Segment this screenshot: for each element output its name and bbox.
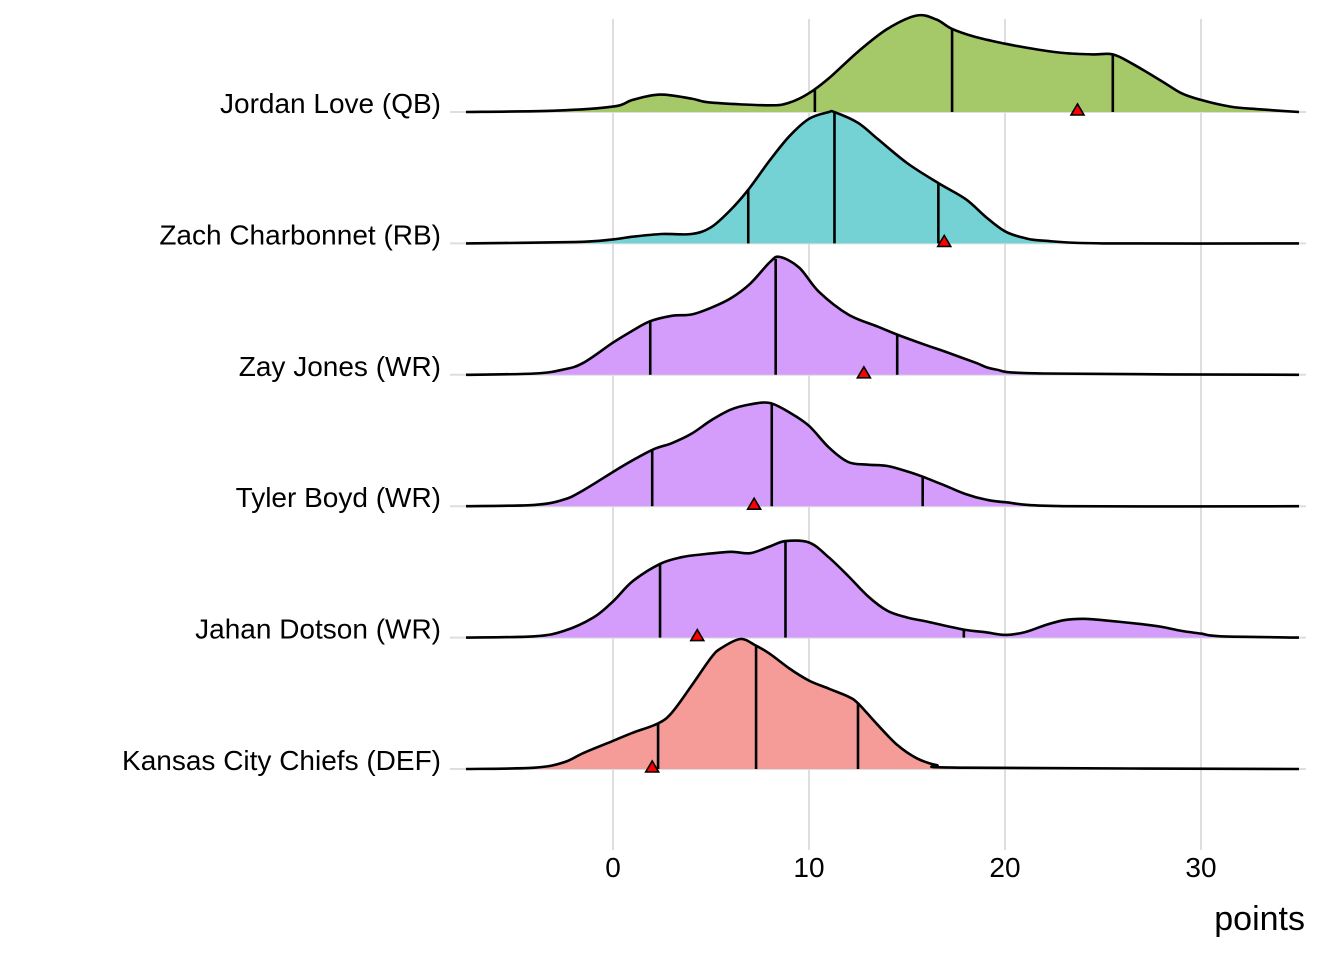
actual-points-marker bbox=[746, 496, 763, 511]
ridge-zay-jones-wr bbox=[450, 255, 1306, 379]
density-outline bbox=[465, 401, 1300, 508]
ridges bbox=[450, 13, 1306, 773]
density-area bbox=[466, 256, 1299, 375]
density-outline bbox=[465, 13, 1300, 114]
density-area bbox=[466, 15, 1299, 112]
actual-points-marker bbox=[936, 233, 953, 248]
density-area bbox=[466, 110, 1299, 244]
ridge-zach-charbonnet-rb bbox=[450, 109, 1306, 248]
actual-points-marker bbox=[644, 759, 661, 773]
actual-points-marker bbox=[855, 365, 872, 379]
ridge-tyler-boyd-wr bbox=[450, 401, 1306, 511]
density-area bbox=[466, 402, 1299, 507]
density-area bbox=[466, 540, 1299, 638]
y-axis-label: Tyler Boyd (WR) bbox=[236, 482, 441, 513]
y-axis-label: Zach Charbonnet (RB) bbox=[159, 219, 441, 250]
ridge-kansas-city-chiefs-def bbox=[450, 637, 1306, 773]
x-tick-label: 0 bbox=[605, 852, 621, 883]
actual-points-marker bbox=[1069, 102, 1086, 116]
density-outline bbox=[465, 637, 1300, 771]
density-outline bbox=[465, 255, 1300, 377]
y-axis-labels: Jordan Love (QB) Zach Charbonnet (RB) Zay … bbox=[122, 88, 441, 776]
y-axis-label: Jordan Love (QB) bbox=[220, 88, 441, 119]
x-tick-label: 30 bbox=[1185, 852, 1216, 883]
ridge-jordan-love-qb bbox=[450, 13, 1306, 116]
x-axis-ticks: 0 10 20 30 bbox=[605, 852, 1216, 883]
density-area bbox=[466, 638, 1299, 769]
x-axis-title: points bbox=[1214, 900, 1305, 938]
actual-points-marker bbox=[689, 628, 706, 642]
density-outline bbox=[465, 539, 1300, 639]
y-axis-label: Jahan Dotson (WR) bbox=[195, 614, 441, 645]
ridge-jahan-dotson-wr bbox=[450, 539, 1306, 642]
x-tick-label: 10 bbox=[793, 852, 824, 883]
density-outline bbox=[465, 109, 1300, 245]
x-tick-label: 20 bbox=[989, 852, 1020, 883]
y-axis-label: Kansas City Chiefs (DEF) bbox=[122, 745, 441, 776]
y-axis-label: Zay Jones (WR) bbox=[239, 351, 441, 382]
